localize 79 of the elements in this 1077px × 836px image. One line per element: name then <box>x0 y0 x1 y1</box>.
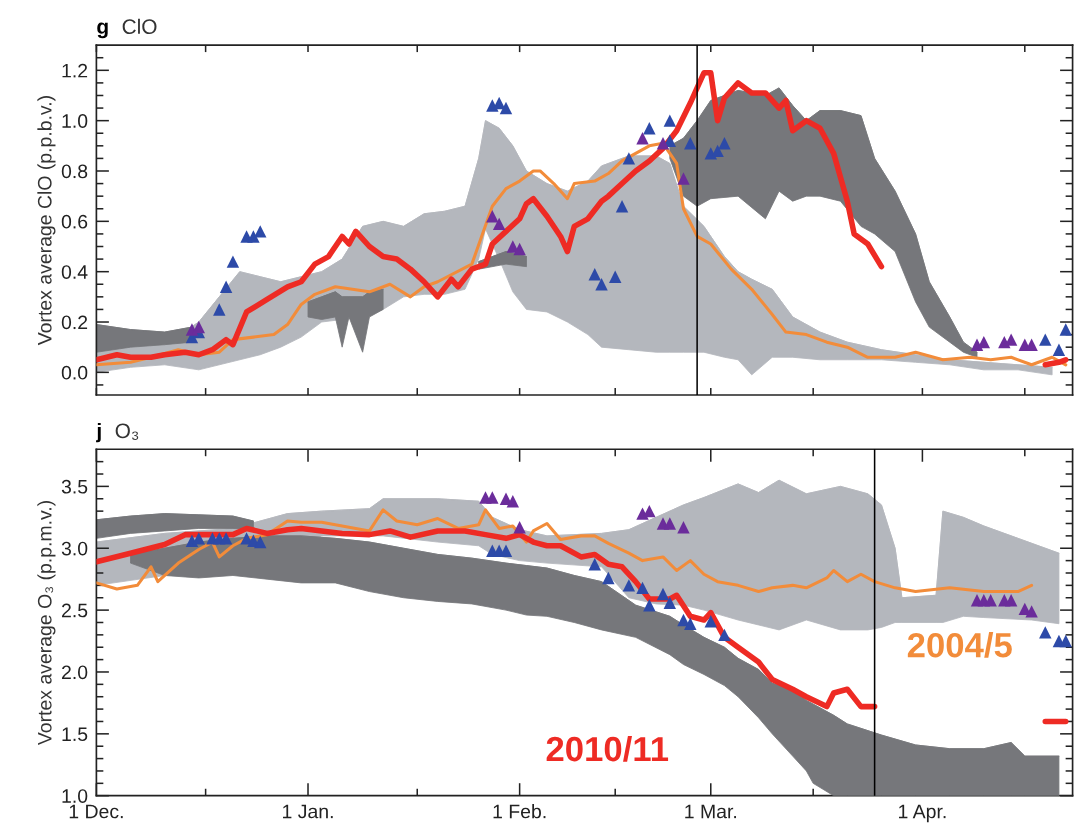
y-tick-label: 1.0 <box>62 789 88 803</box>
x-tick-label: 1 Jan. <box>283 804 333 819</box>
y-tick-label: 0.4 <box>61 265 88 279</box>
point <box>977 335 991 349</box>
point <box>192 320 205 334</box>
point <box>970 338 984 351</box>
point <box>684 137 697 150</box>
point <box>254 225 267 238</box>
point <box>656 587 670 601</box>
point <box>609 270 622 283</box>
chart-title: g ClO <box>97 18 157 39</box>
y-tick-label: 0.8 <box>61 164 88 179</box>
y-tick-label: 3.0 <box>61 541 88 556</box>
point <box>1052 343 1066 356</box>
x-tick-label: 1 Dec. <box>69 804 123 819</box>
x-tick-label: 1 Feb. <box>493 804 546 819</box>
point <box>513 242 526 256</box>
point <box>643 598 656 612</box>
point <box>1039 626 1052 639</box>
point <box>984 594 997 607</box>
point <box>636 581 649 595</box>
point <box>663 114 677 127</box>
point <box>663 596 677 609</box>
point <box>615 200 629 213</box>
line-series <box>96 508 1034 594</box>
point <box>1059 323 1072 336</box>
point <box>663 517 677 530</box>
point <box>602 571 615 585</box>
y-tick-label: 1.0 <box>62 114 88 128</box>
y-tick-label: 0.2 <box>61 315 88 330</box>
point <box>704 615 717 628</box>
point <box>226 255 240 268</box>
y-tick-label: 1.2 <box>62 63 88 78</box>
point <box>588 267 601 281</box>
point <box>643 121 656 135</box>
point <box>486 491 499 504</box>
point <box>704 147 717 160</box>
point <box>219 280 233 293</box>
chart-title: j O₃ <box>96 422 139 443</box>
point <box>677 172 690 185</box>
point <box>643 504 656 518</box>
point <box>711 144 724 158</box>
y-axis-title: Vortex average ClO (p.p.b.v.) <box>37 96 56 346</box>
text: 2010/11 <box>546 735 669 762</box>
point <box>1004 594 1018 607</box>
point <box>684 617 697 630</box>
point <box>588 558 601 571</box>
point <box>622 152 636 165</box>
x-tick-label: 1 Apr. <box>899 804 946 823</box>
series-label: 2004/5 <box>907 631 1012 658</box>
point <box>718 628 731 642</box>
point <box>185 323 199 336</box>
point <box>513 521 526 534</box>
point <box>636 132 649 145</box>
point <box>254 535 267 549</box>
point <box>499 101 513 115</box>
y-tick-label: 0.0 <box>61 365 88 380</box>
point <box>595 278 608 291</box>
y-tick-label: 0.6 <box>61 214 88 229</box>
point <box>656 137 670 150</box>
point <box>677 521 690 534</box>
point <box>636 507 649 520</box>
point <box>486 210 499 223</box>
point <box>213 303 226 316</box>
point <box>492 217 506 231</box>
point <box>247 230 260 243</box>
y-tick-label: 3.5 <box>61 479 88 494</box>
y-tick-label: 1.5 <box>62 727 88 742</box>
point <box>1059 634 1072 648</box>
point <box>718 137 731 150</box>
point <box>506 495 520 508</box>
x-tick-label: 1 Mar. <box>685 804 737 819</box>
point <box>1025 605 1038 618</box>
point <box>1039 333 1052 346</box>
y-axis-title: Vortex average O₃ (p.p.m.v.) <box>37 501 56 746</box>
y-tick-label: 2.5 <box>62 603 88 618</box>
point <box>219 532 233 545</box>
point <box>622 579 636 592</box>
y-tick-label: 2.0 <box>62 665 88 680</box>
